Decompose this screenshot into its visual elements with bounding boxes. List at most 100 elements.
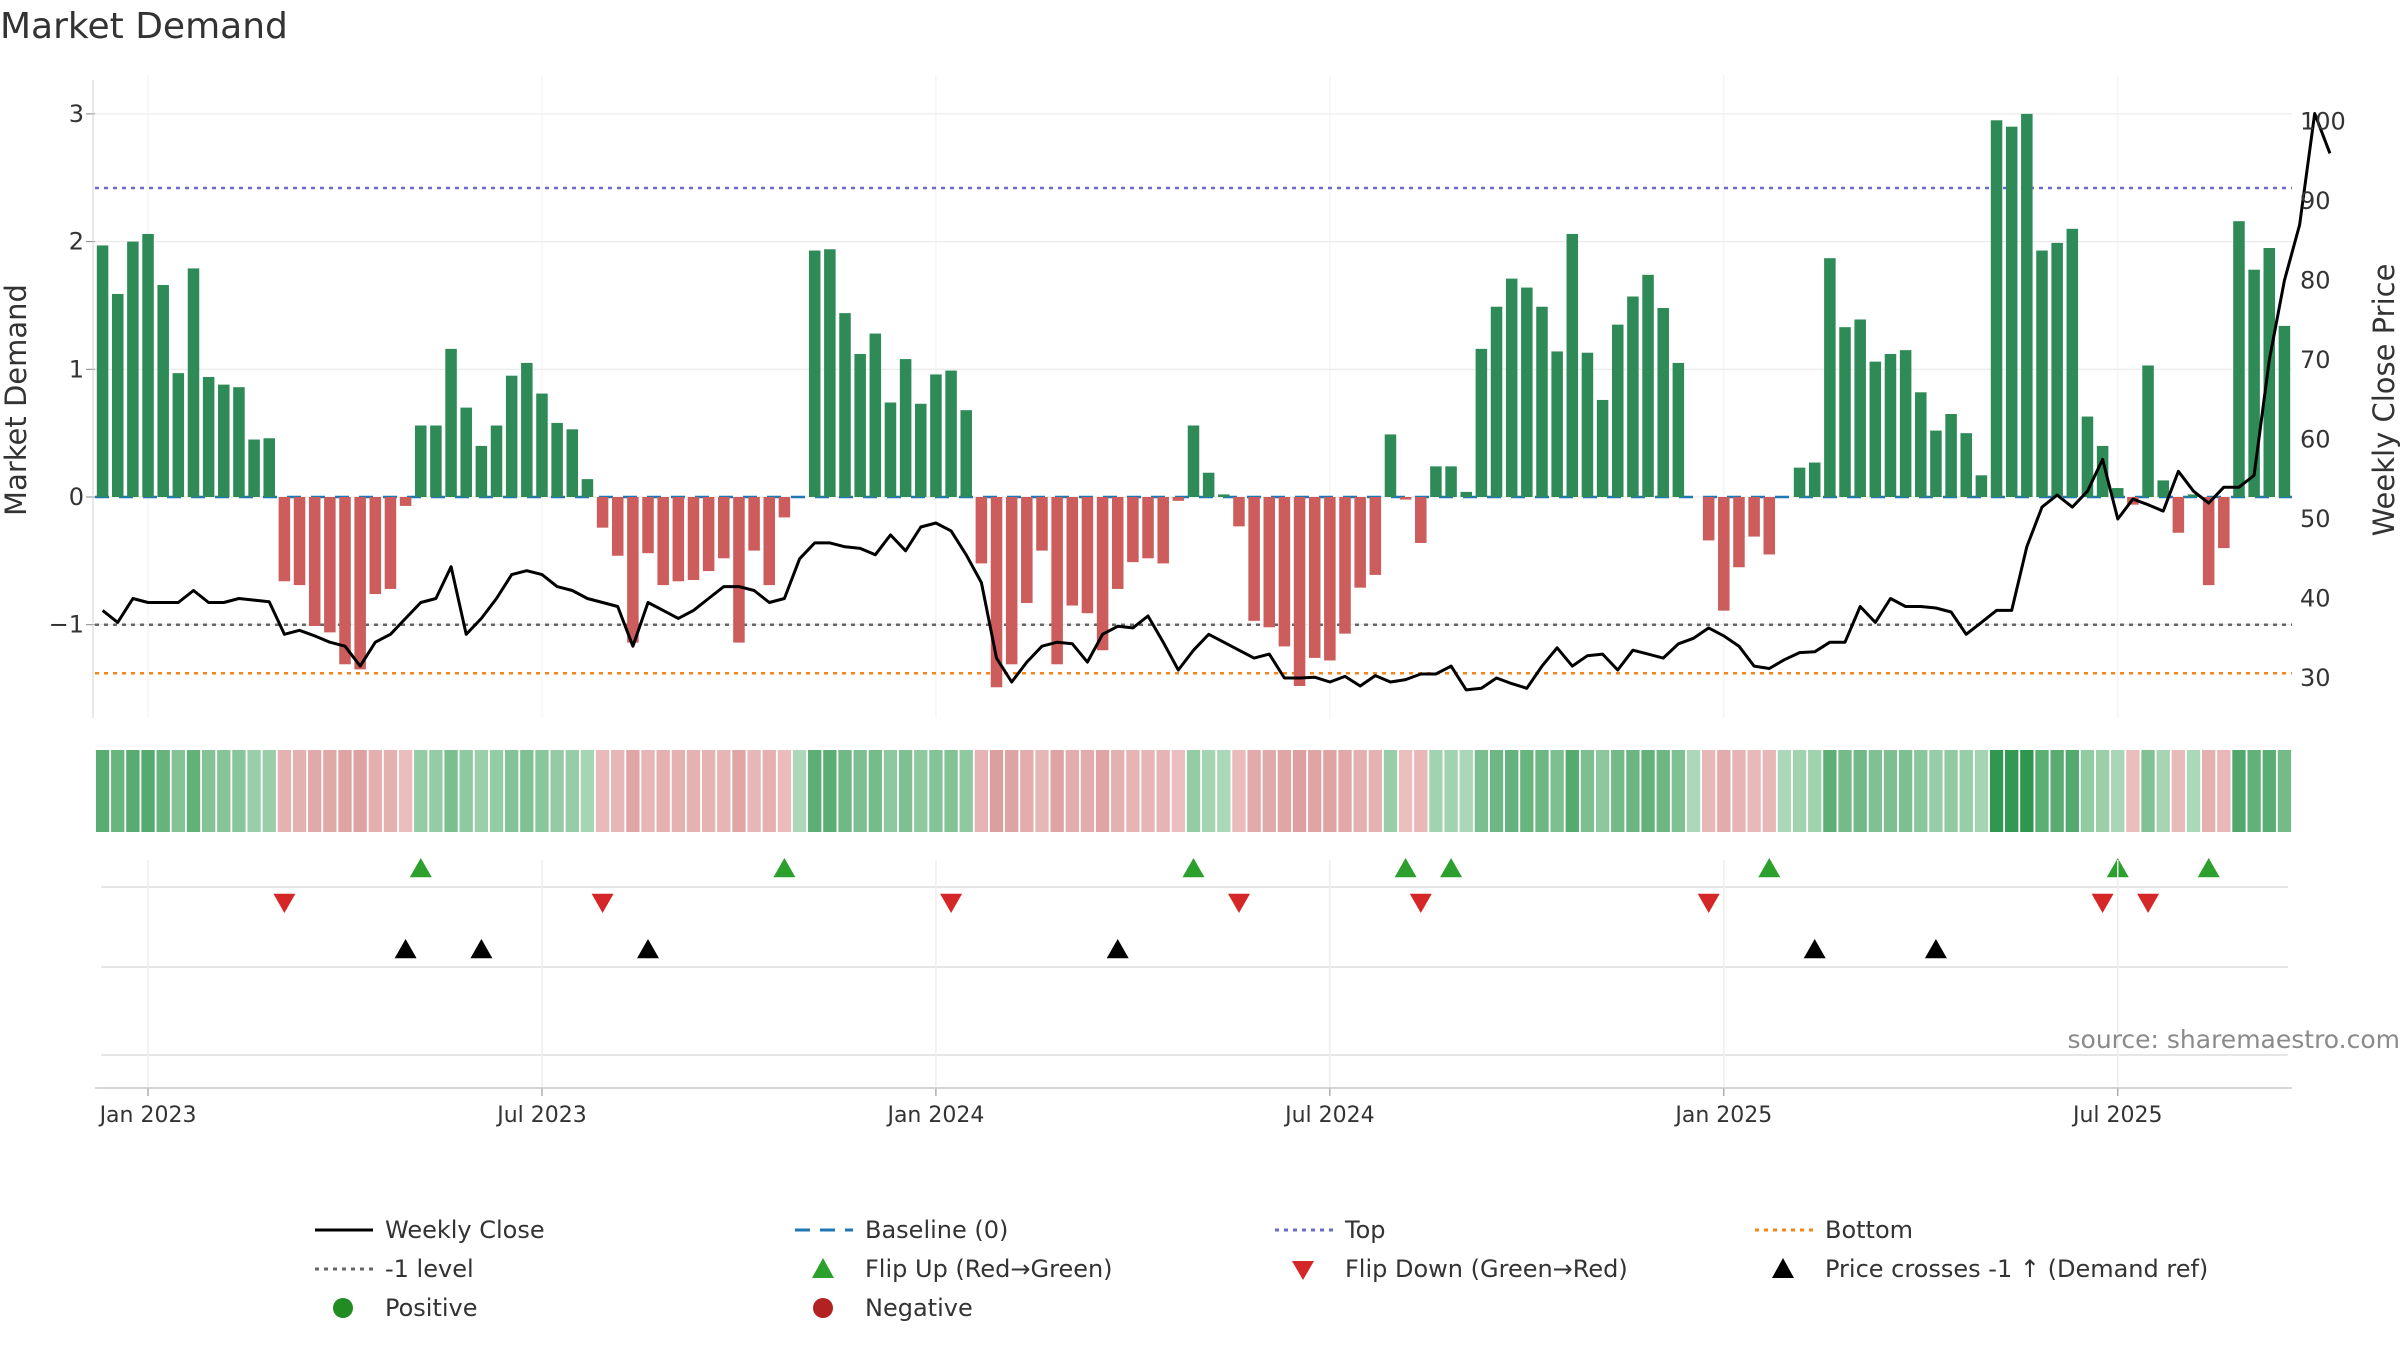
heat-cell [1898, 750, 1913, 832]
heat-cell [2050, 750, 2064, 832]
date-tick-label: Jan 2025 [1673, 1103, 1772, 1128]
flip-down-marker [1697, 893, 1720, 913]
heat-cell [701, 750, 716, 832]
heat-cell [1989, 750, 2004, 832]
heat-cell [2262, 750, 2276, 832]
positive-bar [1839, 327, 1851, 497]
negative-bar [1036, 497, 1048, 551]
negative-bar [672, 497, 685, 582]
positive-bar [490, 425, 503, 497]
positive-bar [2187, 494, 2200, 497]
date-tick-label: Jul 2025 [2071, 1103, 2163, 1128]
positive-bar [1990, 120, 2003, 497]
y2-tick-label: 70 [2300, 346, 2331, 374]
negative-bar [1702, 497, 1715, 541]
heat-cell [520, 750, 534, 832]
heat-cell [929, 750, 943, 832]
heat-cell [762, 750, 776, 832]
heat-cell [1429, 750, 1443, 832]
legend-symbol-dot-icon [813, 1298, 833, 1318]
heat-cell [1838, 750, 1852, 832]
heat-cell [1262, 750, 1276, 832]
positive-bar [2036, 250, 2048, 497]
negative-bar [1369, 497, 1382, 575]
weekly-close-layer [101, 112, 2332, 692]
positive-bar [1218, 494, 1230, 497]
heat-cell [95, 750, 110, 832]
negative-bar [702, 497, 715, 572]
positive-bar [187, 268, 200, 497]
heat-cell [550, 750, 564, 832]
positive-bar [1521, 287, 1533, 497]
legend: Weekly Close Baseline (0) Top Bottom -1 leve… [315, 1216, 2208, 1322]
signal-rows [101, 858, 2288, 1089]
positive-bar [2066, 228, 2079, 497]
heat-cell [1550, 750, 1564, 832]
positive-bar [1536, 306, 1548, 497]
positive-bar [566, 429, 579, 497]
negative-bar [369, 497, 382, 595]
positive-bar [2157, 480, 2169, 497]
negative-bar [1308, 497, 1321, 658]
positive-bar [445, 348, 457, 497]
heat-cell [1186, 750, 1201, 832]
positive-bar [1581, 352, 1594, 497]
negative-bar [1278, 497, 1291, 647]
positive-bar [1596, 399, 1609, 497]
legend-symbol-triangle-up-icon [812, 1258, 834, 1278]
positive-bar [581, 479, 594, 497]
heat-cell [1020, 750, 1034, 832]
negative-bar [1718, 497, 1730, 611]
heat-cell [111, 750, 125, 832]
positive-bar [839, 313, 851, 497]
negative-bar [1763, 497, 1776, 555]
heat-cell [914, 750, 928, 832]
date-tick-label: Jan 2024 [885, 1103, 984, 1128]
heat-cell [171, 750, 186, 832]
heat-cell [1686, 750, 1701, 832]
heat-cell [1626, 750, 1640, 832]
heat-cell [611, 750, 625, 832]
heat-cell [1414, 750, 1428, 832]
heat-cell [2186, 750, 2201, 832]
heat-cell [989, 750, 1004, 832]
negative-bar [627, 497, 639, 643]
positive-bar [1505, 278, 1518, 497]
heat-cell [565, 750, 579, 832]
heat-cell [2277, 750, 2292, 832]
positive-bar [2005, 126, 2018, 498]
heat-cell [838, 750, 852, 832]
positive-bar [475, 445, 488, 497]
flip-down-marker [1228, 893, 1250, 913]
y-tick-label: −1 [49, 611, 84, 639]
positive-bar [111, 293, 124, 497]
positive-bar [2081, 416, 2094, 497]
positive-bar [1490, 306, 1503, 497]
date-tick-label: Jul 2023 [495, 1103, 587, 1128]
price-cross-marker [470, 939, 493, 959]
negative-bar [733, 497, 745, 643]
negative-bar [1748, 497, 1760, 537]
heat-cell [1611, 750, 1625, 832]
heat-cell [959, 750, 973, 832]
heat-cell [308, 750, 322, 832]
negative-bar [1172, 497, 1185, 501]
heat-cell [1156, 750, 1170, 832]
positive-bar [1566, 233, 1579, 498]
y-tick-label: 0 [69, 483, 84, 511]
heat-cell [732, 750, 746, 832]
weekly-close-line [101, 112, 2332, 692]
positive-bar [1551, 351, 1563, 497]
legend-label: Negative [865, 1294, 973, 1322]
negative-bar [324, 497, 336, 633]
heat-cell [1595, 750, 1610, 832]
heat-cell [1641, 750, 1655, 832]
flip-down-marker [2137, 893, 2160, 913]
heat-cell [1489, 750, 1504, 832]
positive-bar [2142, 365, 2154, 497]
heat-cell [747, 750, 761, 832]
y2-tick-label: 40 [2300, 585, 2331, 613]
heat-cell [141, 750, 155, 832]
positive-bar [808, 250, 821, 497]
heat-cell [292, 750, 307, 832]
